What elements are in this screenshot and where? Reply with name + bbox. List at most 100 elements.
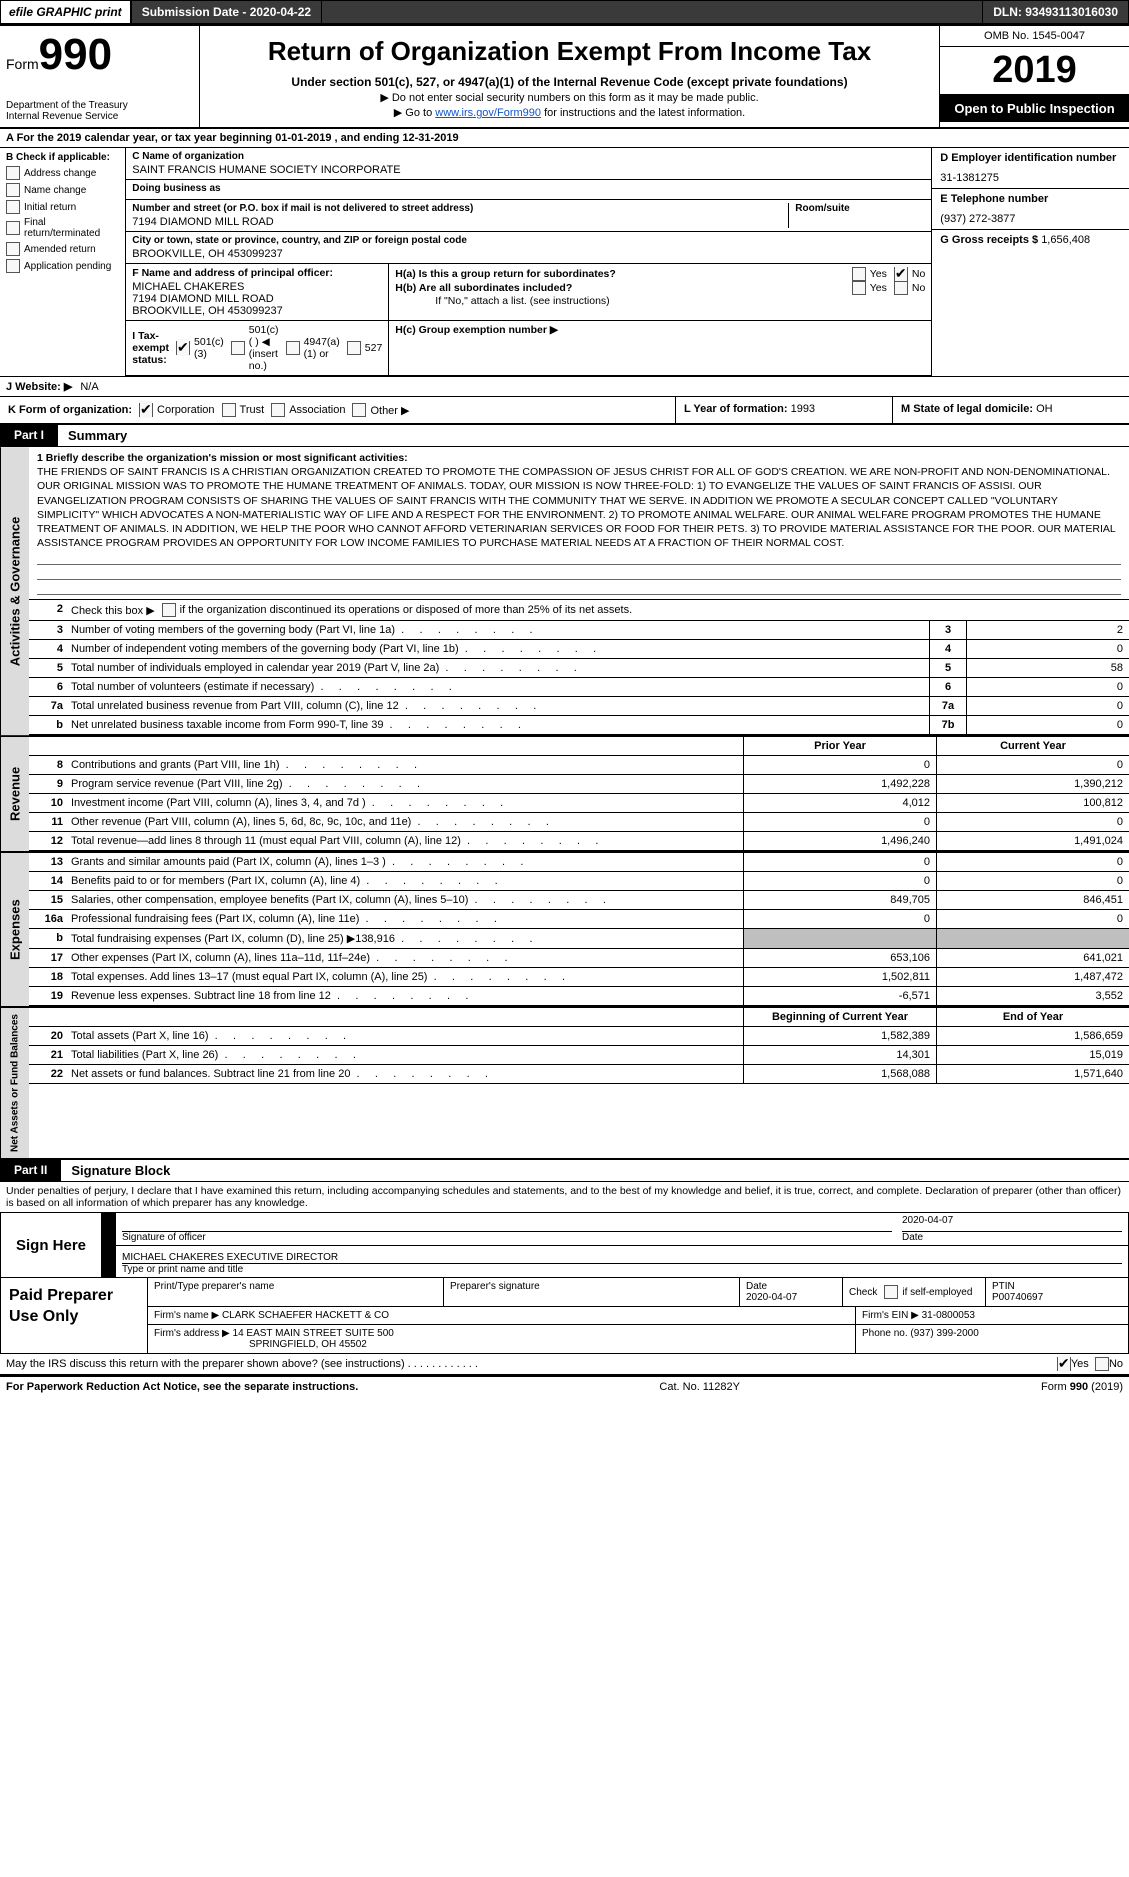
line-number: 8 xyxy=(29,756,67,774)
ptin-value: P00740697 xyxy=(992,1292,1122,1303)
lbl-association: Association xyxy=(289,404,345,416)
check-name-change[interactable] xyxy=(6,183,20,197)
part-1-title: Summary xyxy=(58,425,1129,447)
line-number: 17 xyxy=(29,949,67,967)
header-left: Form990 Department of the Treasury Inter… xyxy=(0,26,200,127)
ha-yes-check[interactable] xyxy=(852,267,866,281)
prior-year-value: 1,492,228 xyxy=(743,775,936,793)
prior-year-value: 1,568,088 xyxy=(743,1065,936,1083)
line-value: 0 xyxy=(966,640,1129,658)
current-year-value: 1,390,212 xyxy=(936,775,1129,793)
hdr-current-year: Current Year xyxy=(936,737,1129,755)
preparer-sig-label: Preparer's signature xyxy=(444,1278,740,1306)
sign-date-value: 2020-04-07 xyxy=(902,1215,1122,1232)
table-row: 10Investment income (Part VIII, column (… xyxy=(29,794,1129,813)
footer-left: For Paperwork Reduction Act Notice, see … xyxy=(6,1381,358,1393)
irs-no-label: No xyxy=(1109,1358,1123,1370)
hdr-end-year: End of Year xyxy=(936,1008,1129,1026)
line-text: Program service revenue (Part VIII, line… xyxy=(67,775,743,793)
check-501c[interactable] xyxy=(231,341,245,355)
prior-year-value xyxy=(743,929,936,948)
firm-addr-value: 14 EAST MAIN STREET SUITE 500 xyxy=(233,1328,394,1339)
hc-label: H(c) Group exemption number ▶ xyxy=(395,324,558,336)
sign-here-block: Sign Here Signature of officer 2020-04-0… xyxy=(0,1213,1129,1278)
prior-year-value: 0 xyxy=(743,872,936,890)
city-label: City or town, state or province, country… xyxy=(132,235,925,246)
name-title-label: Type or print name and title xyxy=(122,1264,1122,1275)
check-association[interactable] xyxy=(271,403,285,417)
current-year-value: 641,021 xyxy=(936,949,1129,967)
lbl-application-pending: Application pending xyxy=(24,261,111,272)
check-501c3[interactable] xyxy=(176,341,190,355)
check-amended-return[interactable] xyxy=(6,242,20,256)
sign-date-label: Date xyxy=(902,1232,1122,1243)
paid-preparer-label: Paid Preparer Use Only xyxy=(1,1278,148,1353)
check-trust[interactable] xyxy=(222,403,236,417)
revenue-section: Revenue Prior Year Current Year 8Contrib… xyxy=(0,737,1129,853)
current-year-value: 3,552 xyxy=(936,987,1129,1005)
line-number: 10 xyxy=(29,794,67,812)
check-initial-return[interactable] xyxy=(6,200,20,214)
firm-phone-value: (937) 399-2000 xyxy=(910,1328,978,1339)
row-m-label: M State of legal domicile: xyxy=(901,403,1033,415)
check-corporation[interactable] xyxy=(139,403,153,417)
line-number: 15 xyxy=(29,891,67,909)
part-2-title: Signature Block xyxy=(61,1160,1129,1182)
irs-yes-check[interactable] xyxy=(1057,1357,1071,1371)
form-prefix: Form xyxy=(6,56,39,72)
street-value: 7194 DIAMOND MILL ROAD xyxy=(132,216,788,228)
column-b: B Check if applicable: Address change Na… xyxy=(0,148,126,376)
line-box-number: 7b xyxy=(929,716,966,734)
irs-no-check[interactable] xyxy=(1095,1357,1109,1371)
prior-year-value: 0 xyxy=(743,910,936,928)
check-4947[interactable] xyxy=(286,341,300,355)
hb-yes-check[interactable] xyxy=(852,281,866,295)
check-self-employed[interactable] xyxy=(884,1285,898,1299)
line-number: 20 xyxy=(29,1027,67,1045)
check-application-pending[interactable] xyxy=(6,259,20,273)
check-final-return[interactable] xyxy=(6,221,20,235)
line-text: Other revenue (Part VIII, column (A), li… xyxy=(67,813,743,831)
dba-label: Doing business as xyxy=(132,183,925,194)
check-address-change[interactable] xyxy=(6,166,20,180)
officer-label: F Name and address of principal officer: xyxy=(132,267,382,279)
city-value: BROOKVILLE, OH 453099237 xyxy=(132,248,925,260)
gross-label: G Gross receipts $ xyxy=(940,234,1038,246)
dln-label: DLN: 93493113016030 xyxy=(982,0,1129,24)
lbl-527: 527 xyxy=(365,342,383,354)
table-row: 11Other revenue (Part VIII, column (A), … xyxy=(29,813,1129,832)
line-number: 13 xyxy=(29,853,67,871)
lbl-501c: 501(c) ( ) ◀ (insert no.) xyxy=(249,324,279,372)
line-text: Total liabilities (Part X, line 26) xyxy=(67,1046,743,1064)
form990-link[interactable]: www.irs.gov/Form990 xyxy=(435,107,541,119)
efile-label: efile GRAPHIC print xyxy=(0,0,131,24)
column-de: D Employer identification number 31-1381… xyxy=(931,148,1129,376)
expenses-section: Expenses 13Grants and similar amounts pa… xyxy=(0,853,1129,1008)
hb-yes-label: Yes xyxy=(870,282,887,294)
phone-label: E Telephone number xyxy=(940,193,1121,205)
page-footer: For Paperwork Reduction Act Notice, see … xyxy=(0,1375,1129,1397)
check-other[interactable] xyxy=(352,403,366,417)
line-value: 0 xyxy=(966,697,1129,715)
check-527[interactable] xyxy=(347,341,361,355)
ptin-label: PTIN xyxy=(992,1281,1122,1292)
officer-name-title: MICHAEL CHAKERES EXECUTIVE DIRECTOR xyxy=(122,1248,1122,1264)
check-discontinued[interactable] xyxy=(162,603,176,617)
table-row: 20Total assets (Part X, line 16)1,582,38… xyxy=(29,1027,1129,1046)
subtitle-3-post: for instructions and the latest informat… xyxy=(541,107,745,119)
firm-name-label: Firm's name ▶ xyxy=(154,1310,219,1321)
ha-no-check[interactable] xyxy=(894,267,908,281)
subtitle-3-pre: ▶ Go to xyxy=(394,107,435,119)
hdr-prior-year: Prior Year xyxy=(743,737,936,755)
table-row: 16aProfessional fundraising fees (Part I… xyxy=(29,910,1129,929)
lbl-4947: 4947(a)(1) or xyxy=(304,336,340,360)
row-i-label: I Tax-exempt status: xyxy=(132,330,169,366)
omb-number: OMB No. 1545-0047 xyxy=(940,26,1129,47)
ha-label: H(a) Is this a group return for subordin… xyxy=(395,268,616,280)
table-row: 18Total expenses. Add lines 13–17 (must … xyxy=(29,968,1129,987)
line-value: 58 xyxy=(966,659,1129,677)
hb-no-check[interactable] xyxy=(894,281,908,295)
mission-text: THE FRIENDS OF SAINT FRANCIS IS A CHRIST… xyxy=(37,465,1121,550)
ha-no-label: No xyxy=(912,268,925,280)
col-b-header: B Check if applicable: xyxy=(6,152,119,163)
